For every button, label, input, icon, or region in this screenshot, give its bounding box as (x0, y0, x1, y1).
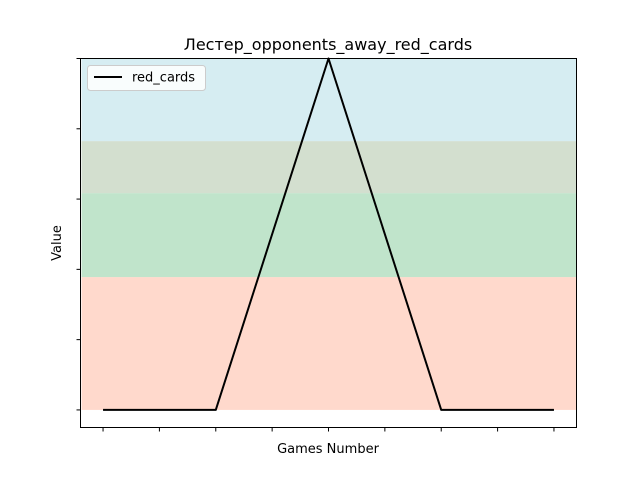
legend: red_cards (87, 65, 206, 91)
legend-label-red-cards: red_cards (132, 71, 195, 86)
x-axis-ticks (102, 427, 555, 432)
x-axis-label: Games Number (277, 442, 379, 457)
background-bands (81, 58, 577, 410)
band-1 (81, 193, 577, 278)
legend-box (87, 65, 206, 91)
chart-title: Лестер_opponents_away_red_cards (184, 35, 472, 55)
band-0 (81, 277, 577, 410)
band-2 (81, 141, 577, 194)
y-axis-ticks (76, 58, 81, 411)
y-axis-label: Value (50, 225, 65, 261)
